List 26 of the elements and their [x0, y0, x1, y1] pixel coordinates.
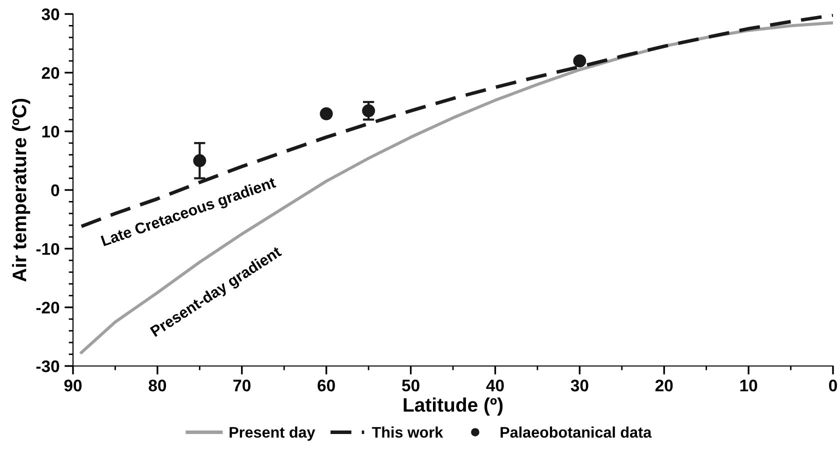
- x-tick-label: 30: [570, 380, 588, 392]
- y-tick-label: 20: [42, 67, 60, 79]
- x-tick-label: 70: [233, 380, 250, 392]
- x-tick-label: 60: [318, 380, 335, 392]
- y-tick-label: 30: [42, 8, 60, 20]
- y-tick-label: -20: [36, 302, 60, 314]
- y-axis-title: Air temperature (ºC): [12, 98, 30, 282]
- point: [362, 104, 376, 118]
- point: [320, 107, 333, 120]
- legend-label: Palaeobotanical data: [500, 426, 652, 438]
- x-tick-label: 40: [486, 380, 504, 392]
- x-tick-label: 10: [740, 380, 758, 392]
- y-tick-label: 0: [51, 184, 60, 196]
- legend-label: Present day: [230, 426, 316, 441]
- point: [573, 54, 586, 68]
- x-tick-label: 0: [829, 380, 837, 392]
- x-tick-label: 80: [148, 380, 166, 392]
- x-tick-label: 50: [402, 380, 420, 392]
- x-axis-title: Latitude (º): [404, 398, 503, 416]
- y-tick-label: -30: [36, 360, 60, 372]
- point: [193, 154, 206, 168]
- y-tick-label: 10: [42, 126, 60, 138]
- y-tick-label: -10: [36, 243, 60, 255]
- legend-label: This work: [372, 426, 444, 438]
- x-tick-label: 20: [655, 380, 673, 392]
- x-tick-label: 90: [64, 380, 82, 392]
